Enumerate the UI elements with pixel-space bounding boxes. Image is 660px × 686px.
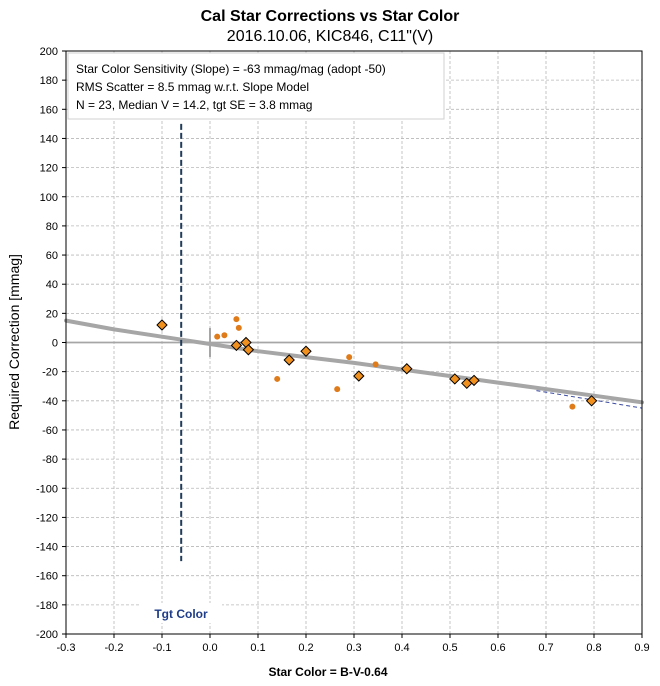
chart-subtitle: 2016.10.06, KIC846, C11"(V) [227, 28, 433, 45]
fit-curve [64, 318, 644, 409]
data-point-dot [334, 386, 341, 393]
data-points [156, 316, 598, 410]
y-tick-label: 140 [40, 133, 58, 145]
data-point-diamond [230, 339, 243, 352]
x-tick-label: 0.2 [298, 642, 313, 654]
x-tick-label: 0.1 [250, 642, 265, 654]
y-tick-label: -180 [36, 600, 58, 612]
y-axis-label: Required Correction [mmag] [6, 254, 22, 430]
y-tick-label: 180 [40, 75, 58, 87]
tgt-label-bg [140, 603, 222, 623]
info-box-frame [67, 52, 445, 120]
data-point-diamond [242, 344, 255, 356]
y-tick-label: -160 [36, 571, 58, 583]
y-tick-label: -60 [42, 425, 58, 437]
y-tick-label: 20 [46, 308, 58, 320]
data-point-diamond [468, 374, 480, 387]
data-point-diamond [156, 319, 168, 331]
y-tick-label: 60 [46, 250, 58, 262]
data-point-dot [221, 332, 228, 339]
x-tick-label: 0.0 [202, 642, 217, 654]
x-tick-label: 0.3 [346, 642, 361, 654]
x-tick-label: -0.2 [105, 642, 124, 654]
y-tick-label: 40 [46, 279, 58, 291]
x-tick-label: 0.7 [538, 642, 553, 654]
x-tick-label: 0.8 [586, 642, 601, 654]
info-line-2: RMS Scatter = 8.5 mmag w.r.t. Slope Mode… [76, 80, 309, 94]
data-point-diamond [353, 370, 365, 382]
y-tick-label: 100 [40, 192, 58, 204]
y-tick-label: -80 [42, 454, 58, 466]
y-tick-label: 120 [40, 163, 58, 175]
data-point-dot [274, 375, 281, 382]
y-tick-label: -40 [42, 396, 58, 408]
y-tick-label: 80 [46, 221, 58, 233]
x-axis-label: Star Color = B-V-0.64 [268, 665, 387, 679]
chart-title: Cal Star Corrections vs Star Color [201, 8, 460, 25]
info-line-3: N = 23, Median V = 14.2, tgt SE = 3.8 mm… [76, 98, 312, 112]
y-tick-label: 160 [40, 104, 58, 116]
data-point-diamond [300, 345, 312, 357]
data-point-dot [214, 333, 221, 340]
fit-curve-line [64, 318, 644, 405]
data-point-diamond [585, 395, 598, 407]
x-tick-label: -0.1 [153, 642, 172, 654]
y-tick-label: -140 [36, 542, 58, 554]
data-point-diamond [401, 363, 413, 375]
tgt-color-label: Tgt Color [154, 607, 208, 621]
data-point-dot [346, 354, 353, 361]
fit-extrapolation-dashed [536, 390, 643, 409]
data-point-dot [235, 324, 242, 331]
x-tick-label: 0.5 [442, 642, 457, 654]
plot-frame [65, 50, 643, 635]
y-tick-label: -20 [42, 367, 58, 379]
y-tick-label: -100 [36, 483, 58, 495]
data-point-diamond [283, 354, 295, 366]
data-point-diamond [449, 373, 461, 385]
data-point-dot [233, 316, 240, 323]
info-line-1: Star Color Sensitivity (Slope) = -63 mma… [76, 62, 386, 76]
y-tick-label: -120 [36, 512, 58, 524]
tick-labels: -0.3 -0.2 -0.1 0.0 0.1 0.2 0.3 0.4 0.5 0.6 0.7 0.8 0… [36, 46, 650, 654]
x-tick-label: -0.3 [57, 642, 76, 654]
info-box: Star Color Sensitivity (Slope) = -63 mma… [67, 52, 445, 120]
x-tick-label: 0.4 [394, 642, 409, 654]
y-tick-label: 0 [52, 338, 58, 350]
x-tick-label: 0.9 [634, 642, 649, 654]
data-point-dot [372, 361, 379, 368]
y-tick-label: -200 [36, 629, 58, 641]
x-tick-label: 0.6 [490, 642, 505, 654]
data-point-dot [569, 403, 576, 410]
y-tick-label: 200 [40, 46, 58, 58]
